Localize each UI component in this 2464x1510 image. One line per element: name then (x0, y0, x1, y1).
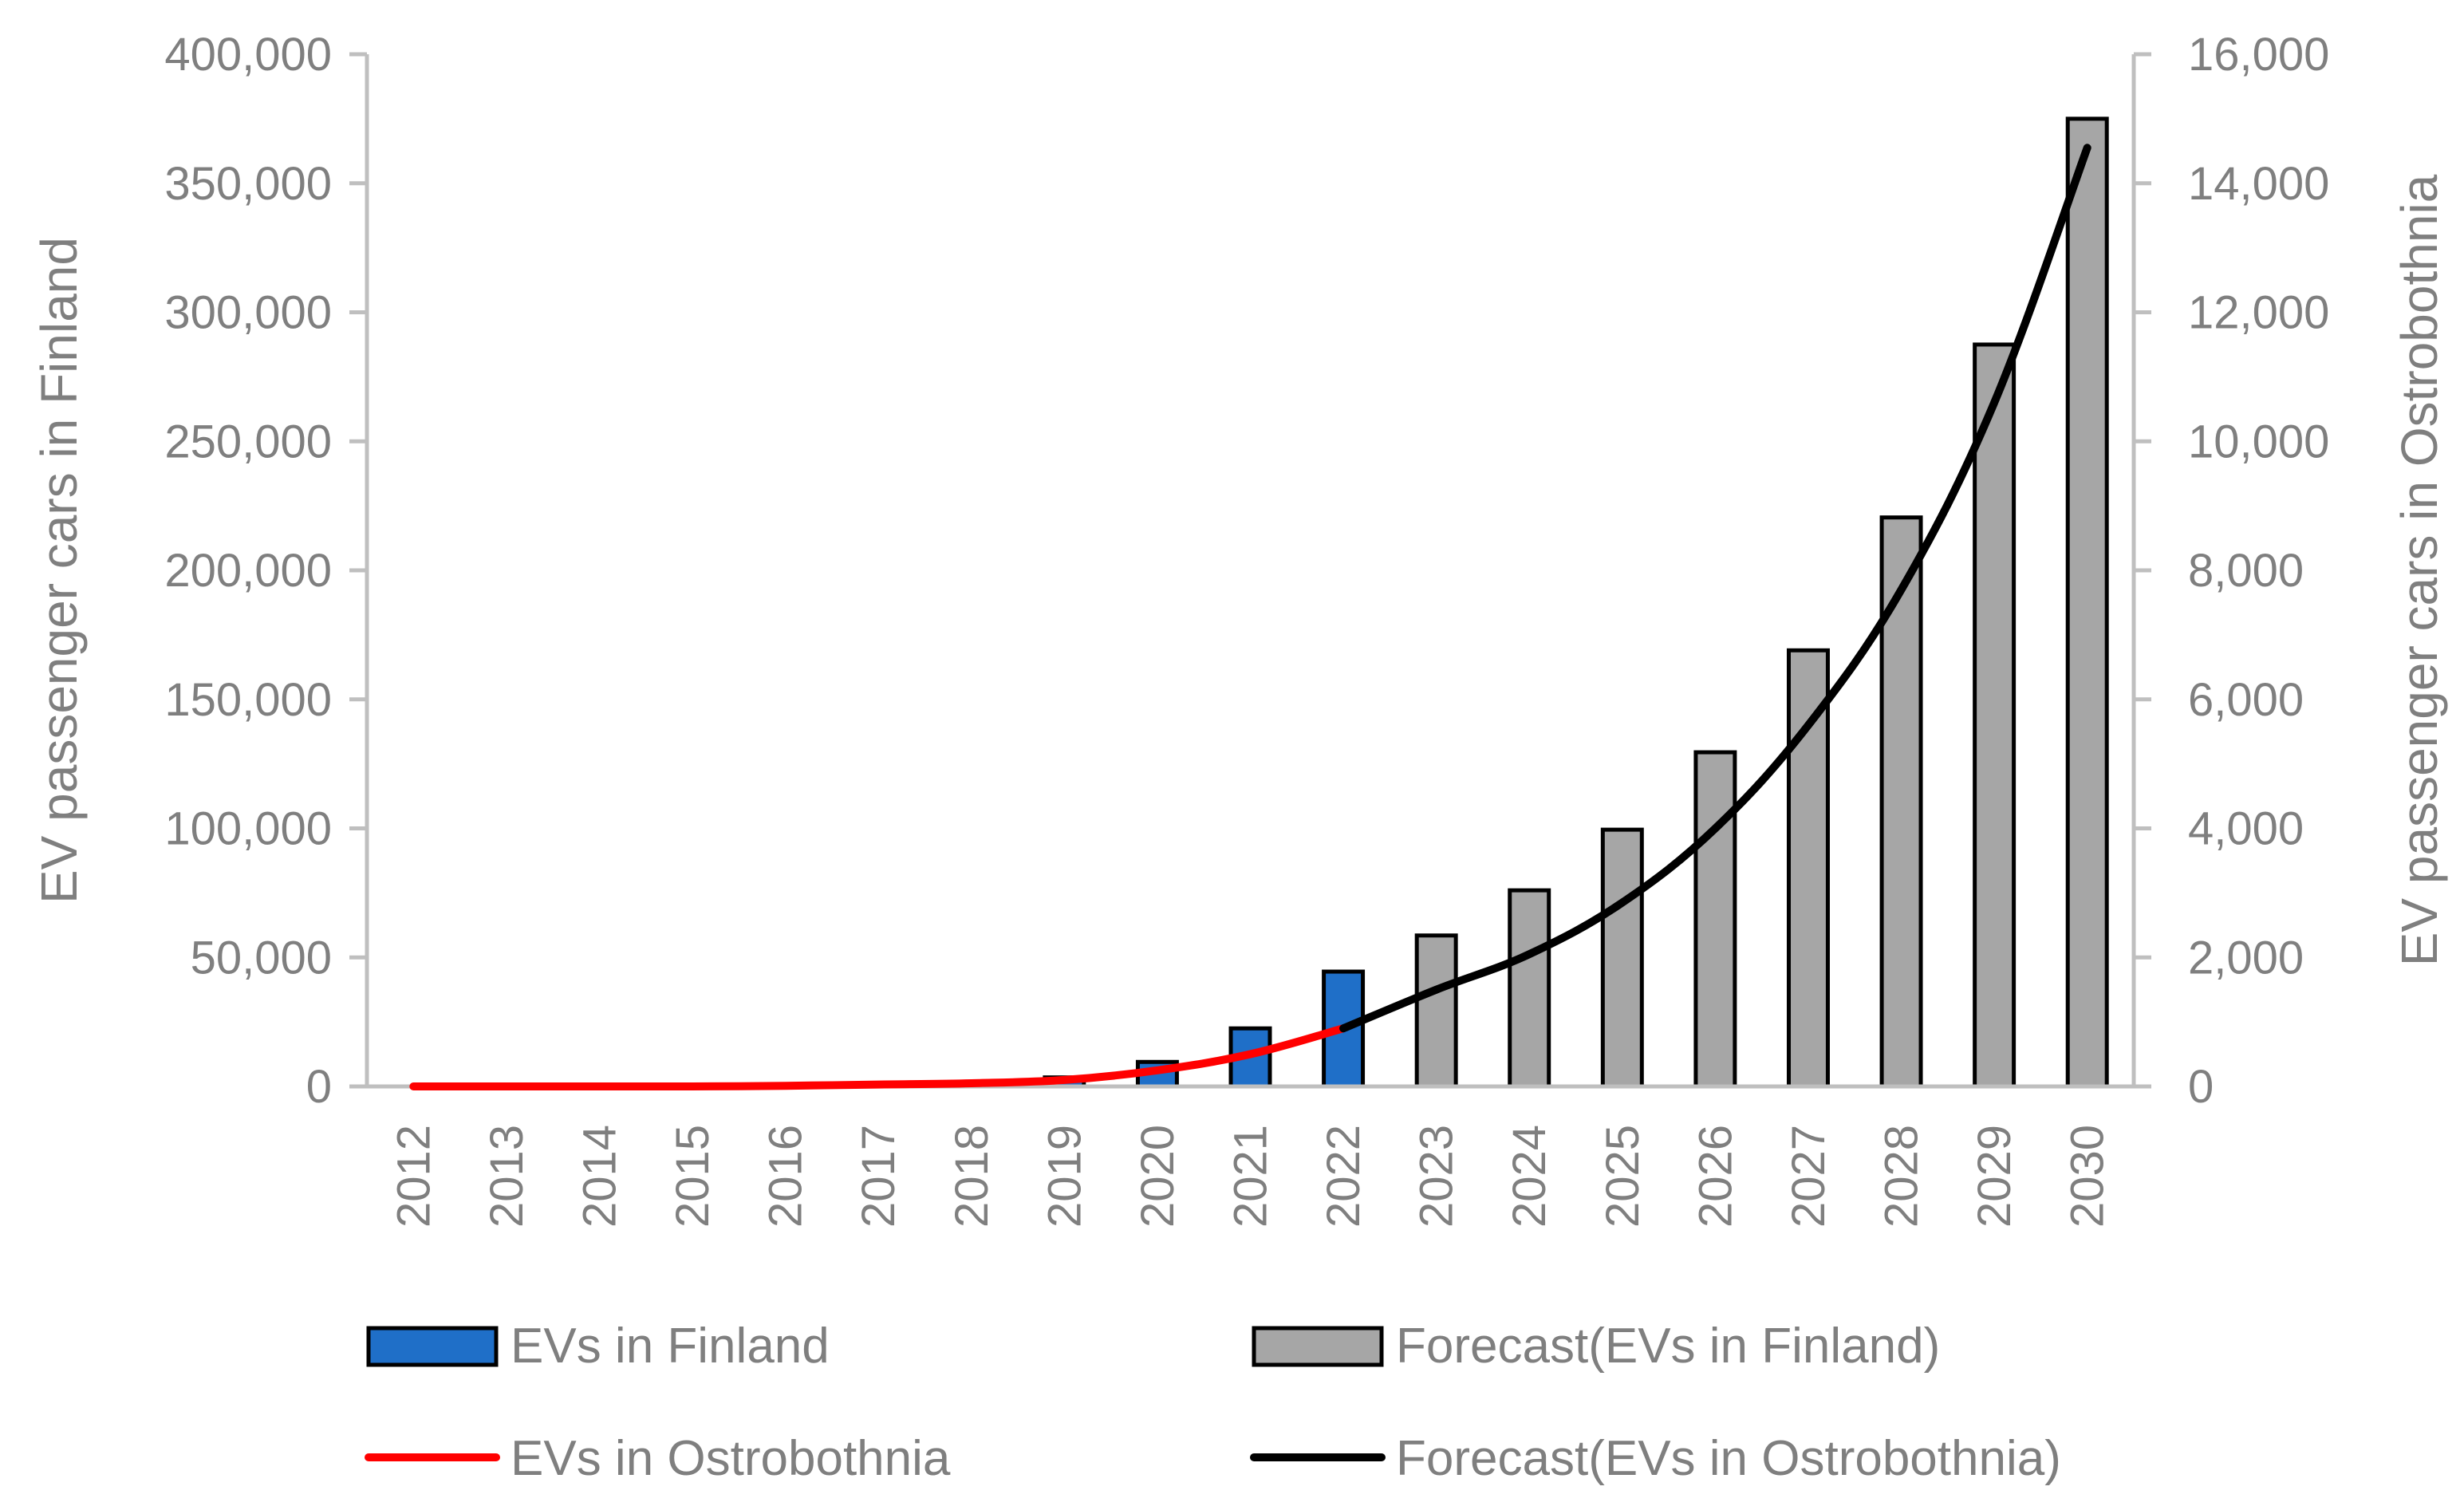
x-tick-label: 2021 (1225, 1125, 1277, 1228)
legend: EVs in Finland Forecast(EVs in Finland) … (365, 1319, 2061, 1486)
x-tick-label: 2020 (1132, 1125, 1184, 1228)
left-tick-label: 100,000 (164, 803, 332, 855)
x-tick-label: 2015 (667, 1125, 719, 1228)
bar (1693, 750, 1737, 1089)
legend-label-forecast-ostrobothnia: Forecast(EVs in Ostrobothnia) (1396, 1431, 2061, 1486)
left-tick-label: 300,000 (164, 287, 332, 339)
x-tick-label: 2012 (388, 1125, 440, 1228)
x-tick-label: 2027 (1783, 1125, 1835, 1228)
x-tick-label: 2025 (1597, 1125, 1649, 1228)
series-line (409, 1024, 1348, 1091)
left-tick-label: 350,000 (164, 158, 332, 210)
left-axis-ticks: 0 50,000 100,000 150,000 200,000 250,000 300,0… (164, 29, 367, 1113)
x-tick-label: 2026 (1689, 1125, 1741, 1228)
x-tick-label: 2029 (1969, 1125, 2020, 1228)
bar (1414, 933, 1458, 1089)
x-tick-label: 2016 (760, 1125, 812, 1228)
x-tick-label: 2024 (1504, 1125, 1555, 1228)
legend-label-evs-ostrobothnia: EVs in Ostrobothnia (511, 1431, 951, 1486)
x-tick-label: 2017 (853, 1125, 905, 1228)
right-tick-label: 10,000 (2188, 416, 2329, 467)
bars (949, 116, 2109, 1089)
left-tick-label: 0 (306, 1061, 332, 1113)
right-tick-label: 2,000 (2188, 932, 2304, 984)
x-tick-label: 2028 (1876, 1125, 1928, 1228)
left-tick-label: 200,000 (164, 545, 332, 597)
bar (1879, 515, 1923, 1089)
right-tick-label: 14,000 (2188, 158, 2329, 210)
bar (1973, 342, 2017, 1089)
legend-swatch-evs-finland (366, 1326, 499, 1367)
x-tick-label: 2013 (481, 1125, 533, 1228)
right-axis-title: EV passenger cars in Ostrobothnia (2391, 174, 2448, 966)
bar (1786, 648, 1830, 1089)
left-tick-label: 400,000 (164, 29, 332, 81)
right-tick-label: 6,000 (2188, 674, 2304, 726)
right-tick-label: 8,000 (2188, 545, 2304, 597)
x-tick-label: 2014 (574, 1125, 625, 1228)
left-tick-label: 50,000 (191, 932, 332, 984)
x-tick-label: 2023 (1411, 1125, 1463, 1228)
bar (1508, 888, 1551, 1089)
series-line (1339, 144, 2091, 1033)
right-axis-ticks: 0 2,000 4,000 6,000 8,000 10,000 12,000 14,000 1… (2134, 29, 2329, 1113)
right-tick-label: 12,000 (2188, 287, 2329, 339)
legend-swatch-forecast-finland (1252, 1326, 1384, 1367)
left-axis-title: EV passenger cars in Finland (30, 237, 88, 904)
x-tick-label: 2018 (946, 1125, 998, 1228)
x-tick-label: 2030 (2062, 1125, 2114, 1228)
x-axis-labels: 2012 2013 2014 2015 2016 2017 2018 2019 2020 2021… (388, 1125, 2113, 1228)
right-tick-label: 4,000 (2188, 803, 2304, 855)
x-tick-label: 2022 (1318, 1125, 1370, 1228)
lines (409, 144, 2091, 1091)
left-tick-label: 150,000 (164, 674, 332, 726)
legend-label-evs-finland: EVs in Finland (511, 1319, 830, 1374)
bar (1600, 827, 1644, 1089)
right-tick-label: 0 (2188, 1061, 2214, 1113)
bar (2065, 116, 2109, 1089)
right-tick-label: 16,000 (2188, 29, 2329, 81)
legend-label-forecast-finland: Forecast(EVs in Finland) (1396, 1319, 1940, 1374)
left-tick-label: 250,000 (164, 416, 332, 467)
x-tick-label: 2019 (1039, 1125, 1090, 1228)
